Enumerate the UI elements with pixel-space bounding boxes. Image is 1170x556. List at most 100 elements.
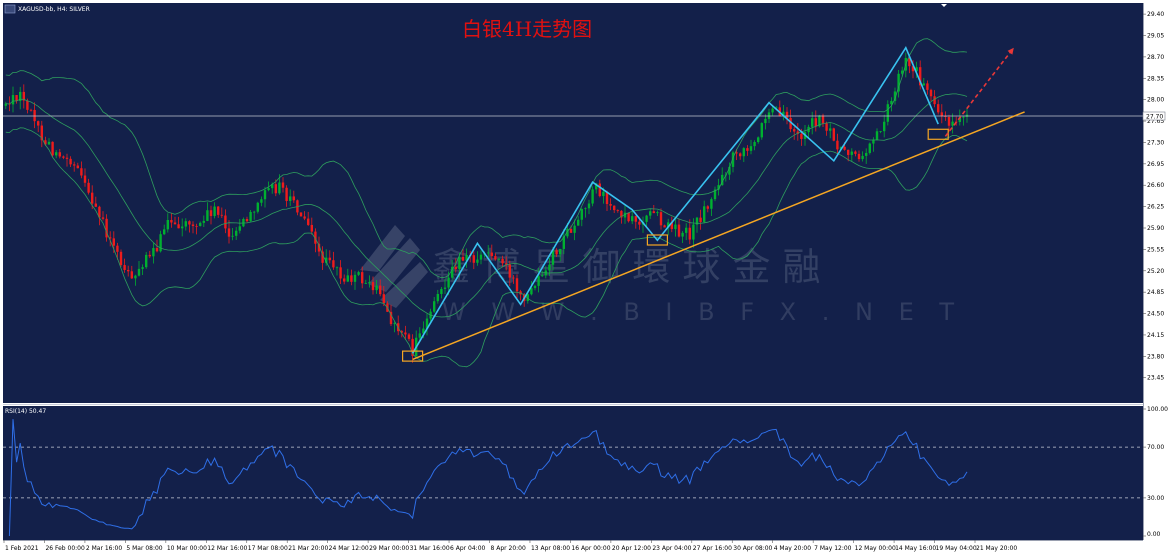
candle-body — [728, 166, 731, 175]
candle-body — [832, 128, 835, 141]
candle-body — [188, 221, 191, 225]
candle-body — [814, 118, 817, 127]
candle-body — [87, 182, 90, 193]
time-tick-label: 17 Mar 08:00 — [248, 545, 288, 552]
candle-body — [721, 174, 724, 186]
candle-body — [782, 111, 785, 117]
symbol-label: XAGUSD-bb, H4: SILVER — [18, 6, 90, 13]
candle-body — [548, 264, 551, 271]
candle-body — [753, 141, 756, 147]
candle-body — [857, 153, 861, 160]
candle-body — [195, 225, 198, 227]
rsi-tick-label: 30.00 — [1147, 495, 1164, 502]
candle-body — [944, 116, 947, 118]
candle-body — [361, 272, 364, 284]
candle-body — [447, 277, 450, 288]
candle-body — [317, 243, 321, 252]
candle-body — [170, 219, 173, 223]
candle-body — [926, 83, 929, 90]
candle-body — [206, 210, 209, 221]
candle-body — [47, 141, 51, 145]
candle-body — [58, 152, 61, 157]
candle-body — [883, 121, 886, 132]
candle-body — [22, 91, 25, 101]
price-tick-label: 29.05 — [1147, 33, 1164, 40]
candle-body — [130, 271, 133, 279]
current-price-label: 27.70 — [1146, 114, 1163, 121]
time-tick-label: 12 Mar 16:00 — [207, 545, 247, 552]
candle-body — [73, 164, 76, 166]
wave-path — [411, 45, 939, 354]
candle-body — [530, 288, 533, 295]
candle-body — [785, 111, 789, 118]
candle-body — [249, 211, 252, 222]
candle-body — [577, 219, 580, 226]
candle-body — [677, 224, 681, 237]
candle-body — [681, 232, 684, 237]
highlight-box — [402, 350, 424, 362]
time-tick-label: 21 May 20:00 — [976, 545, 1017, 552]
candle-body — [580, 209, 583, 220]
time-tick-label: 6 Apr 04:00 — [450, 545, 485, 552]
candle-body — [123, 265, 126, 270]
candle-body — [343, 278, 346, 282]
price-tick-label: 24.50 — [1147, 311, 1164, 318]
price-tick-label: 25.20 — [1147, 268, 1164, 275]
candle-body — [33, 109, 36, 122]
candle-body — [91, 192, 94, 204]
candle-body — [465, 254, 468, 261]
candle-body — [454, 266, 457, 270]
candle-body — [937, 104, 940, 113]
candle-body — [152, 248, 155, 257]
candle-body — [166, 219, 169, 230]
rsi-panel-bg — [3, 406, 1143, 540]
candle-body — [80, 168, 83, 176]
candle-body — [526, 294, 529, 301]
candle-body — [292, 196, 295, 201]
candle-body — [119, 251, 123, 266]
scroll-marker-icon[interactable] — [941, 4, 947, 7]
price-tick-label: 28.00 — [1147, 97, 1164, 104]
candle-body — [490, 252, 493, 257]
candle-body — [771, 108, 774, 113]
rsi-tick-label: 70.00 — [1147, 444, 1164, 451]
candle-body — [685, 227, 688, 233]
candle-body — [901, 70, 904, 74]
candle-body — [289, 196, 292, 202]
candle-body — [541, 275, 544, 277]
candle-body — [634, 216, 637, 222]
time-tick-label: 20 Apr 12:00 — [612, 545, 651, 552]
candle-body — [843, 146, 846, 150]
candle-body — [652, 211, 655, 214]
candle-body — [425, 318, 429, 329]
candle-body — [256, 202, 259, 212]
watermark-en: W W W . B I B F X . N E T — [442, 298, 963, 326]
candle-body — [328, 257, 331, 261]
candle-body — [829, 128, 832, 131]
candle-body — [440, 288, 443, 294]
time-tick-label: 10 Mar 00:00 — [167, 545, 207, 552]
candle-body — [501, 258, 504, 264]
candle-body — [299, 212, 303, 217]
candle-body — [389, 311, 393, 325]
symbol-icon[interactable] — [4, 4, 16, 14]
candle-body — [915, 67, 918, 72]
candle-body — [854, 151, 857, 154]
candle-body — [663, 225, 666, 228]
time-tick-label: 7 May 12:00 — [814, 545, 852, 552]
candle-body — [919, 67, 922, 86]
candle-body — [159, 234, 162, 252]
time-tick-label: 1 Feb 2021 — [5, 545, 39, 552]
candle-body — [793, 129, 796, 132]
candle-body — [163, 229, 166, 235]
candle-body — [339, 267, 342, 279]
candle-body — [602, 191, 605, 197]
candle-body — [353, 274, 357, 282]
candle-body — [285, 187, 288, 202]
price-panel-bg — [3, 3, 1143, 403]
candle-body — [314, 231, 317, 244]
candle-body — [933, 96, 936, 105]
candle-body — [566, 229, 569, 237]
candle-body — [109, 237, 112, 239]
